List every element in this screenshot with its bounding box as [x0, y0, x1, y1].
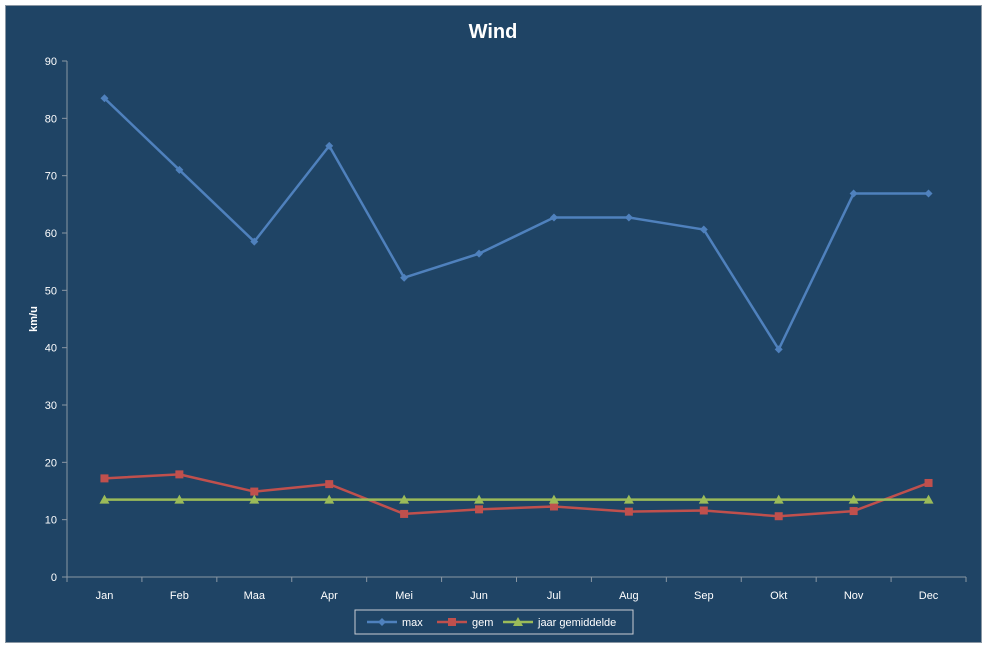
axes: 0 10 20 30 40 50 60 70 80 90 Jan Feb Maa Apr Mei Jun Jul… — [45, 56, 967, 602]
legend-marker — [513, 617, 523, 626]
data-point — [474, 494, 485, 504]
data-point — [250, 487, 259, 496]
x-tick-label: Mei — [395, 590, 413, 602]
data-point — [849, 189, 858, 198]
data-point — [325, 141, 334, 150]
series-max — [100, 94, 933, 354]
data-point — [100, 474, 109, 483]
legend-label: max — [402, 617, 423, 629]
data-point — [249, 494, 260, 504]
y-tick-label: 80 — [45, 113, 57, 125]
y-tick-label: 90 — [45, 56, 57, 68]
data-point — [624, 213, 633, 222]
data-point — [698, 494, 709, 504]
data-point — [624, 507, 633, 516]
data-point — [325, 480, 334, 489]
x-tick-label: Feb — [170, 590, 189, 602]
series-line — [103, 97, 929, 351]
data-point — [175, 165, 184, 174]
data-point — [849, 507, 858, 516]
x-tick-label: Okt — [770, 590, 787, 602]
data-point — [924, 478, 933, 487]
x-tick-label: Dec — [919, 590, 939, 602]
x-tick-label: Jan — [96, 590, 114, 602]
legend-entry: gem — [437, 617, 493, 629]
legend: max gem jaar gemiddelde — [354, 609, 634, 635]
y-tick-label: 70 — [45, 171, 57, 183]
data-point — [475, 505, 484, 514]
data-point — [924, 189, 933, 198]
series-gem — [100, 470, 933, 521]
data-point — [623, 494, 634, 504]
legend-label: jaar gemiddelde — [537, 617, 616, 629]
data-point — [548, 494, 559, 504]
data-point — [549, 213, 558, 222]
y-tick-label: 10 — [45, 515, 57, 527]
legend-marker — [378, 618, 386, 626]
data-point — [774, 345, 783, 354]
series-layer — [99, 94, 934, 521]
x-tick-label: Maa — [244, 590, 266, 602]
y-axis-label: km/u — [28, 306, 40, 332]
data-point — [175, 470, 184, 479]
y-tick-label: 60 — [45, 228, 57, 240]
y-tick-label: 0 — [51, 572, 57, 584]
data-point — [250, 237, 259, 246]
data-point — [475, 249, 484, 258]
data-point — [773, 494, 784, 504]
data-point — [400, 273, 409, 282]
x-tick-label: Nov — [844, 590, 864, 602]
data-point — [848, 494, 859, 504]
y-tick-label: 40 — [45, 343, 57, 355]
legend-entry: max — [367, 617, 423, 629]
data-point — [399, 494, 410, 504]
data-point — [99, 494, 110, 504]
legend-entry: jaar gemiddelde — [503, 617, 616, 629]
data-point — [174, 494, 185, 504]
legend-box — [354, 609, 634, 635]
data-point — [549, 502, 558, 511]
x-tick-label: Jun — [470, 590, 488, 602]
series-jaar-gemiddelde — [99, 494, 934, 504]
x-tick-label: Sep — [694, 590, 714, 602]
data-point — [699, 225, 708, 234]
data-point — [400, 509, 409, 518]
y-tick-label: 50 — [45, 285, 57, 297]
y-tick-label: 30 — [45, 400, 57, 412]
series-line — [104, 473, 929, 518]
legend-label: gem — [472, 617, 493, 629]
x-tick-label: Jul — [547, 590, 561, 602]
x-tick-label: Apr — [321, 590, 338, 602]
data-point — [923, 494, 934, 504]
x-tick-label: Aug — [619, 590, 639, 602]
y-tick-label: 20 — [45, 457, 57, 469]
data-point — [324, 494, 335, 504]
chart-area — [5, 5, 982, 643]
data-point — [699, 506, 708, 515]
chart-title: Wind — [469, 21, 518, 43]
data-point — [100, 94, 109, 103]
legend-marker — [448, 618, 456, 626]
data-point — [774, 512, 783, 521]
